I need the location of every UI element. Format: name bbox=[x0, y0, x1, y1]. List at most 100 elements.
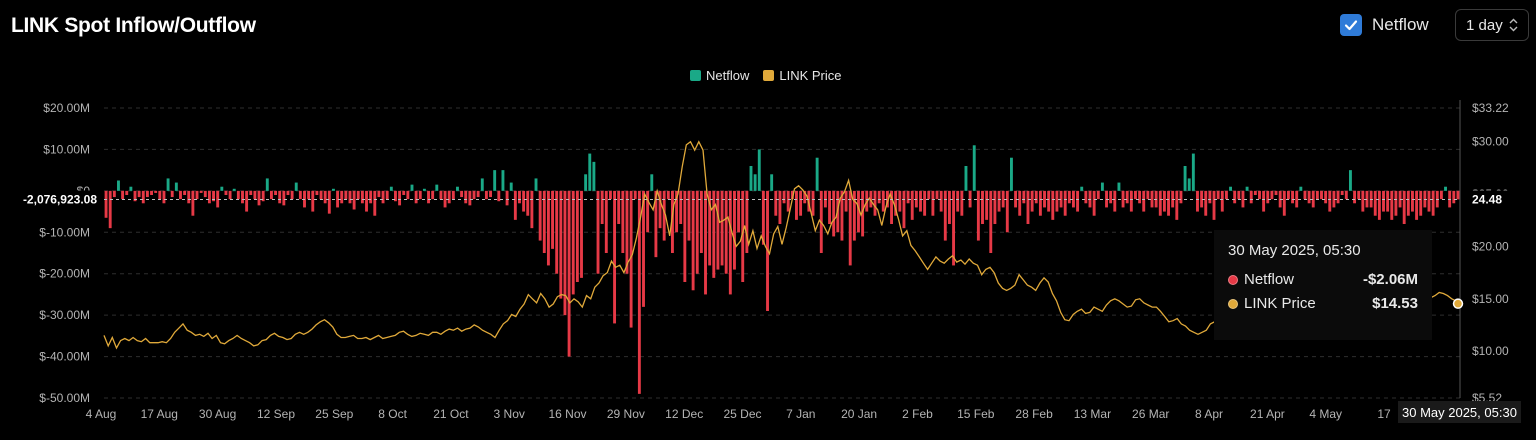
netflow-bar bbox=[1129, 190, 1133, 212]
netflow-bar bbox=[294, 182, 298, 191]
netflow-bar bbox=[154, 190, 158, 193]
netflow-bar bbox=[443, 190, 447, 208]
netflow-bar bbox=[997, 190, 1001, 212]
netflow-bar bbox=[112, 190, 116, 198]
netflow-bar bbox=[253, 190, 257, 200]
netflow-bar bbox=[1349, 170, 1352, 191]
netflow-bar bbox=[170, 190, 174, 198]
netflow-bar bbox=[1282, 190, 1286, 216]
netflow-bar bbox=[1167, 190, 1170, 216]
netflow-bar bbox=[125, 190, 129, 195]
x-tick-label: 8 Apr bbox=[1195, 407, 1223, 421]
netflow-bar bbox=[216, 190, 220, 208]
netflow-bar bbox=[741, 190, 745, 282]
netflow-bar bbox=[257, 190, 261, 206]
netflow-bar bbox=[249, 190, 253, 195]
netflow-bar bbox=[286, 190, 290, 195]
x-tick-label: 21 Apr bbox=[1250, 407, 1285, 421]
netflow-bar bbox=[1022, 190, 1026, 204]
netflow-bar bbox=[1117, 182, 1121, 191]
netflow-bar bbox=[212, 190, 215, 202]
netflow-bar bbox=[1353, 190, 1357, 204]
netflow-bar bbox=[852, 190, 856, 241]
netflow-bar bbox=[439, 190, 443, 200]
netflow-bar bbox=[857, 190, 860, 233]
x-tick-label: 28 Feb bbox=[1015, 407, 1053, 421]
netflow-bar bbox=[1175, 190, 1179, 220]
netflow-bar bbox=[398, 190, 402, 206]
netflow-bar bbox=[1191, 153, 1195, 191]
netflow-bar bbox=[381, 190, 385, 204]
netflow-bar bbox=[1415, 190, 1419, 220]
netflow-bar bbox=[840, 190, 844, 241]
x-tick-label: 17 Aug bbox=[141, 407, 178, 421]
netflow-bar bbox=[526, 190, 530, 216]
interval-select[interactable]: 1 day bbox=[1455, 9, 1529, 41]
netflow-bar bbox=[1034, 190, 1038, 204]
netflow-bar bbox=[1080, 186, 1084, 191]
netflow-bar bbox=[418, 190, 422, 200]
netflow-bar bbox=[1059, 190, 1063, 208]
left-tick-label: $-50.00M bbox=[39, 391, 90, 405]
netflow-bar bbox=[1146, 190, 1150, 200]
netflow-bar bbox=[356, 190, 360, 200]
netflow-bar bbox=[786, 190, 790, 212]
x-tick-label: 13 Mar bbox=[1074, 407, 1111, 421]
netflow-bar bbox=[646, 190, 650, 233]
netflow-bar bbox=[1092, 190, 1096, 216]
netflow-bar bbox=[336, 190, 340, 208]
netflow-bar bbox=[737, 190, 741, 233]
netflow-bar bbox=[290, 190, 294, 200]
netflow-bar bbox=[1286, 190, 1290, 200]
netflow-bar bbox=[629, 190, 633, 328]
netflow-bar bbox=[158, 190, 162, 200]
netflow-bar bbox=[790, 190, 794, 200]
netflow-bar bbox=[1224, 190, 1228, 200]
netflow-bar bbox=[501, 170, 505, 191]
netflow-bar bbox=[1030, 190, 1034, 212]
netflow-bar bbox=[261, 190, 265, 202]
netflow-bar bbox=[311, 190, 315, 212]
netflow-toggle[interactable]: Netflow bbox=[1340, 14, 1429, 36]
netflow-bar bbox=[567, 190, 571, 357]
checkbox-checked-icon[interactable] bbox=[1340, 14, 1362, 36]
crosshair-right-label: 24.48 bbox=[1472, 192, 1502, 206]
netflow-bar bbox=[1121, 190, 1125, 208]
netflow-bar bbox=[753, 174, 757, 191]
legend-label-price: LINK Price bbox=[779, 68, 842, 83]
netflow-bar bbox=[770, 174, 774, 191]
netflow-bar bbox=[117, 180, 120, 191]
netflow-bar bbox=[1216, 190, 1220, 200]
interval-select-value: 1 day bbox=[1466, 16, 1503, 34]
netflow-bar bbox=[389, 186, 393, 191]
netflow-bar bbox=[224, 190, 228, 195]
netflow-bar bbox=[658, 190, 662, 229]
netflow-bar bbox=[121, 190, 125, 200]
netflow-bar bbox=[1233, 190, 1237, 204]
netflow-bar bbox=[600, 190, 604, 224]
crosshair-left-label: -2,076,923.08 bbox=[23, 192, 97, 206]
netflow-toggle-label: Netflow bbox=[1372, 15, 1429, 34]
netflow-bar bbox=[162, 190, 166, 204]
netflow-bar bbox=[137, 190, 141, 198]
legend-item-price[interactable]: LINK Price bbox=[763, 68, 842, 83]
netflow-bar bbox=[183, 190, 187, 195]
netflow-bar bbox=[447, 190, 451, 204]
legend-item-netflow[interactable]: Netflow bbox=[690, 68, 749, 83]
netflow-bar bbox=[166, 178, 170, 191]
netflow-bar bbox=[493, 170, 497, 191]
netflow-bar bbox=[456, 186, 459, 191]
netflow-bar bbox=[592, 161, 596, 191]
right-tick-label: $30.00 bbox=[1472, 135, 1509, 149]
netflow-bar bbox=[1253, 190, 1257, 195]
right-tick-label: $10.00 bbox=[1472, 344, 1509, 358]
netflow-bar bbox=[989, 190, 993, 253]
netflow-bar bbox=[129, 186, 133, 191]
netflow-bar bbox=[1158, 190, 1162, 216]
netflow-bar bbox=[947, 190, 951, 224]
netflow-bar bbox=[927, 190, 931, 200]
netflow-bar bbox=[695, 190, 699, 274]
netflow-bar bbox=[1295, 190, 1299, 208]
netflow-bar bbox=[174, 182, 178, 191]
